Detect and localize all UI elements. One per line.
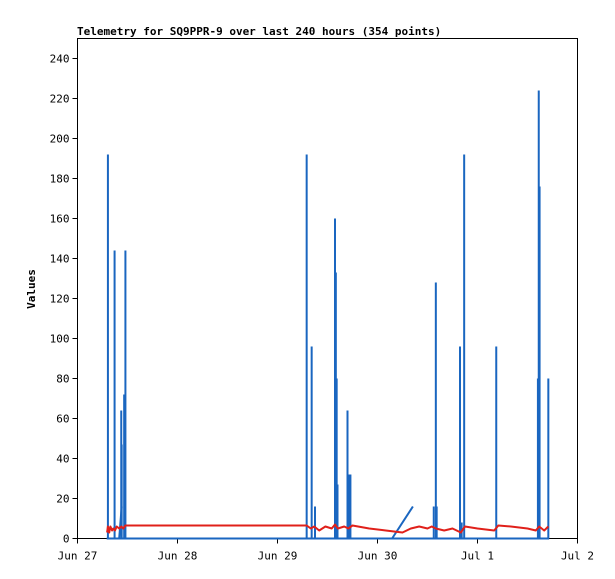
y-tick-label: 220 [50,93,70,106]
x-tick-label: Jun 30 [358,550,398,563]
red-series-line [106,523,549,534]
y-tick-label: 240 [50,53,70,66]
y-axis: 0 20 40 60 80 100 120 140 160 180 200 220 240 [50,53,78,546]
y-tick-label: 200 [50,133,70,146]
y-tick-label: 100 [50,333,70,346]
y-tick-label: 20 [56,493,69,506]
x-tick-label: Jun 27 [58,550,98,563]
x-axis: Jun 27 Jun 28 Jun 29 Jun 30 Jul 1 Jul 2 [58,538,594,563]
y-tick-label: 60 [56,413,69,426]
y-tick-label: 160 [50,213,70,226]
x-tick-label: Jul 1 [461,550,494,563]
blue-series-ramp [391,505,414,540]
y-tick-label: 120 [50,293,70,306]
blue-series-ramp [118,506,123,539]
x-tick-label: Jul 2 [561,550,594,563]
y-tick-label: 80 [56,373,69,386]
y-tick-label: 0 [63,533,70,546]
plot-area [77,38,578,539]
series-layer [106,90,550,540]
y-tick-label: 140 [50,253,70,266]
x-tick-label: Jun 28 [158,550,198,563]
y-axis-label: Values [25,269,38,309]
y-tick-label: 40 [56,453,69,466]
y-tick-label: 180 [50,173,70,186]
x-tick-label: Jun 29 [258,550,298,563]
chart-title: Telemetry for SQ9PPR-9 over last 240 hou… [77,25,441,38]
